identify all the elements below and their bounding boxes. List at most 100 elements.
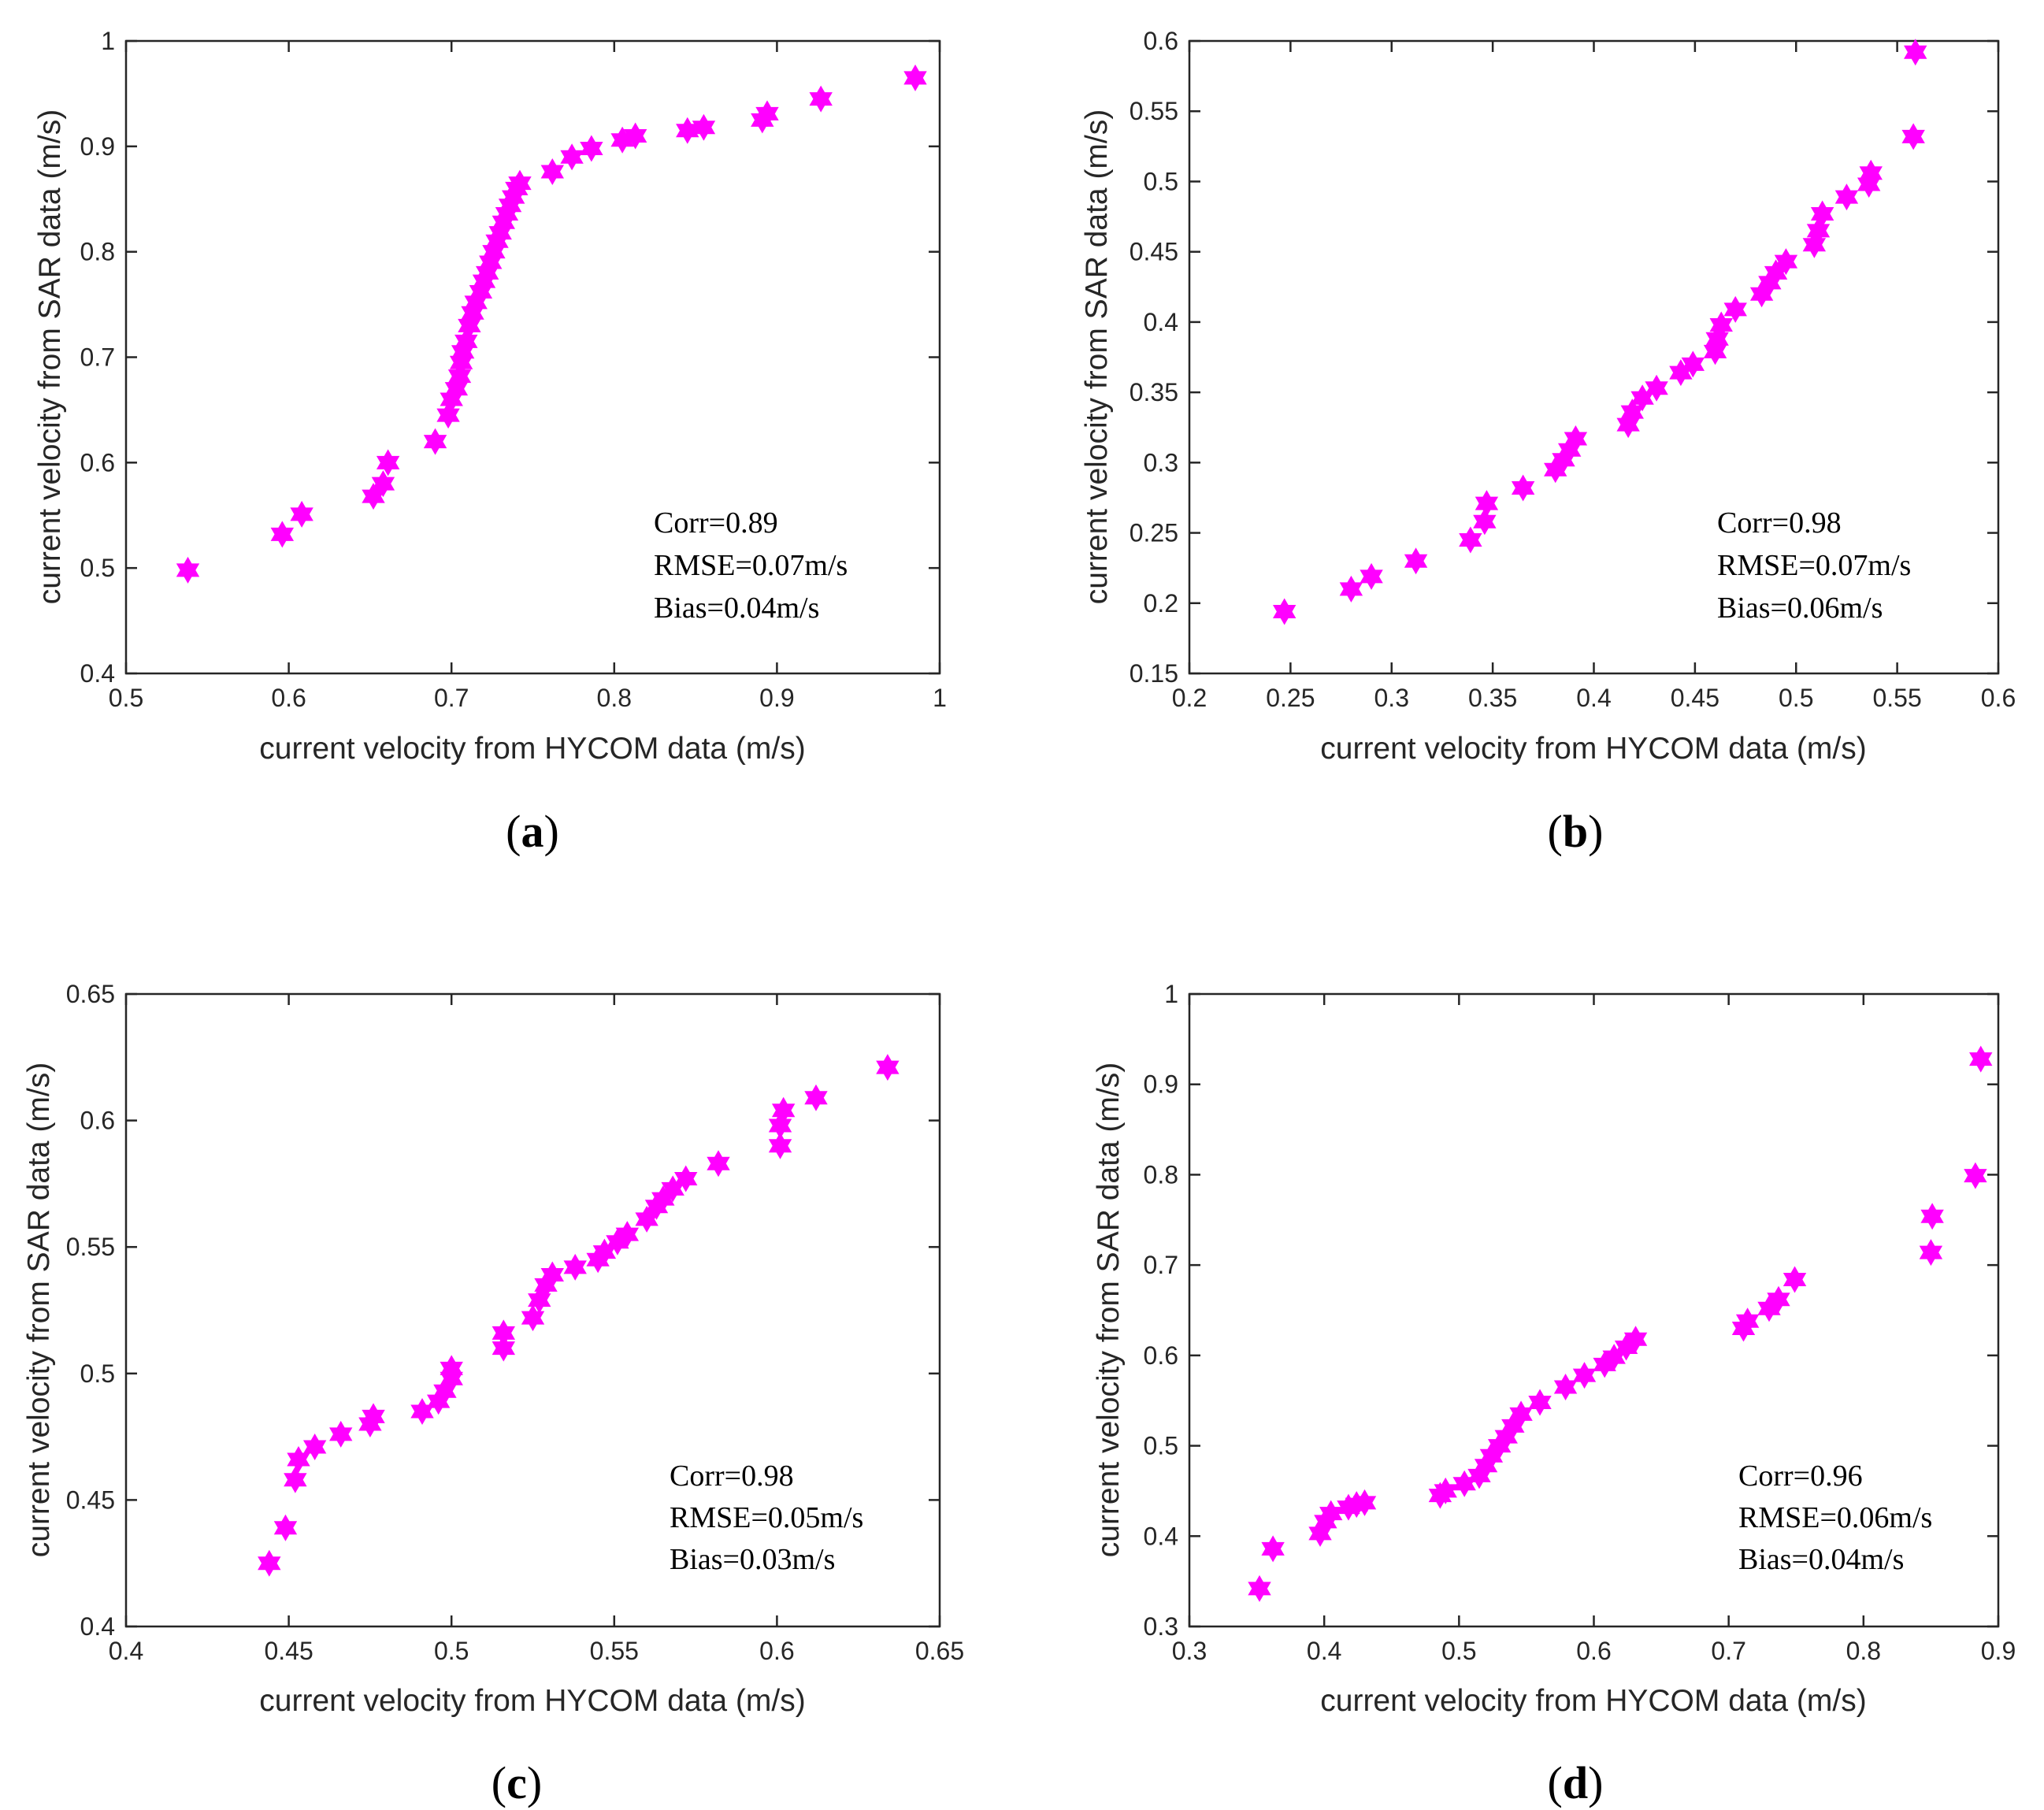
x-tick-label-d: 0.5 [1441, 1637, 1476, 1665]
x-tick-label-d: 0.9 [1981, 1637, 2016, 1665]
panel-label-b: (b) [1548, 806, 1604, 857]
x-tick-label-b: 0.25 [1266, 684, 1315, 712]
panel-letter-c: c [506, 1757, 527, 1808]
y-tick-label-d: 0.8 [1144, 1160, 1178, 1189]
data-point-b [1904, 39, 1927, 66]
y-axis-label-b: current velocity from SAR data (m/s) [1080, 109, 1114, 605]
panel-label-d: (d) [1548, 1757, 1604, 1808]
y-tick-label-d: 0.5 [1144, 1432, 1178, 1460]
panel-letter-d: d [1563, 1757, 1588, 1808]
annotation-bias-c: Bias=0.03m/s [670, 1543, 835, 1576]
y-tick-label-d: 0.3 [1144, 1612, 1178, 1641]
y-tick-labels-c: 0.4 0.45 0.5 0.55 0.6 0.65 [66, 980, 115, 1641]
data-point-a [560, 143, 584, 171]
data-point-c [329, 1420, 353, 1448]
data-point-c [876, 1054, 900, 1081]
y-tick-label-d: 0.7 [1144, 1251, 1178, 1279]
x-tick-label-a: 0.9 [759, 684, 794, 712]
data-point-c [284, 1466, 307, 1493]
x-tick-labels-d: 0.3 0.4 0.5 0.6 0.7 0.8 0.9 [1172, 1637, 2016, 1665]
y-tick-label-b: 0.15 [1130, 659, 1178, 688]
y-tick-label-d: 1 [1164, 980, 1178, 1008]
y-axis-label-d: current velocity from SAR data (m/s) [1092, 1063, 1126, 1558]
annotation-rmse-c: RMSE=0.05m/s [670, 1501, 863, 1534]
y-tick-label-b: 0.3 [1144, 448, 1178, 477]
x-tick-label-c: 0.5 [434, 1637, 469, 1665]
x-tick-label-b: 0.3 [1374, 684, 1409, 712]
data-point-b [1459, 526, 1482, 554]
annotation-rmse-d: RMSE=0.06m/s [1738, 1501, 1932, 1534]
data-point-a [270, 521, 295, 548]
tick-marks-d [1188, 992, 2000, 1628]
data-point-a [376, 449, 400, 477]
data-point-b [1475, 490, 1499, 517]
x-axis-label-d: current velocity from HYCOM data (m/s) [1320, 1684, 1866, 1718]
x-tick-label-b: 0.55 [1872, 684, 1921, 712]
data-point-d [1919, 1239, 1943, 1267]
y-tick-label-a: 0.9 [80, 132, 115, 161]
x-tick-label-b: 0.6 [1981, 684, 2016, 712]
x-tick-label-b: 0.5 [1779, 684, 1813, 712]
y-tick-label-b: 0.25 [1130, 519, 1178, 547]
y-tick-label-c: 0.5 [80, 1359, 115, 1388]
annotation-rmse-a: RMSE=0.07m/s [654, 549, 848, 582]
y-tick-label-c: 0.6 [80, 1107, 115, 1135]
y-tick-label-d: 0.9 [1144, 1070, 1178, 1099]
y-tick-label-b: 0.2 [1144, 589, 1178, 618]
x-tick-label-b: 0.4 [1576, 684, 1611, 712]
y-tick-label-b: 0.5 [1144, 167, 1178, 195]
data-point-b [1834, 184, 1859, 211]
y-tick-label-d: 0.4 [1144, 1522, 1178, 1550]
y-axis-label-a: current velocity from SAR data (m/s) [33, 109, 67, 605]
x-axis-label-b: current velocity from HYCOM data (m/s) [1320, 732, 1866, 766]
y-tick-label-b: 0.4 [1144, 308, 1178, 336]
panel-c: 0.4 0.45 0.5 0.55 0.6 0.65 0.40.450.50.550.60… [22, 980, 964, 1808]
x-tick-label-c: 0.65 [915, 1637, 964, 1665]
x-tick-label-d: 0.3 [1172, 1637, 1207, 1665]
x-tick-label-d: 0.4 [1307, 1637, 1341, 1665]
panel-label-a: (a) [506, 806, 559, 857]
data-point-c [258, 1549, 281, 1577]
y-tick-label-c: 0.4 [80, 1612, 115, 1641]
panel-letter-b: b [1563, 806, 1588, 857]
x-tick-labels-a: 0.5 0.6 0.7 0.8 0.9 1 [109, 684, 947, 712]
y-tick-label-d: 0.6 [1144, 1341, 1178, 1370]
y-tick-label-a: 0.4 [80, 659, 115, 688]
data-point-a [809, 85, 833, 113]
panel-letter-a: a [521, 806, 544, 857]
panel-a: 0.5 0.6 0.7 0.8 0.9 1 0.40.50.60.70.80.91 Cor… [33, 27, 947, 857]
data-point-b [1810, 200, 1834, 228]
x-tick-label-b: 0.35 [1468, 684, 1517, 712]
data-point-a [423, 428, 447, 455]
data-point-a [580, 135, 603, 162]
data-point-a [903, 64, 927, 91]
panel-d: 0.3 0.4 0.5 0.6 0.7 0.8 0.9 0.3 0.4 0.5 0.6 0.7 0.8… [1092, 980, 2016, 1808]
x-tick-label-d: 0.7 [1711, 1637, 1745, 1665]
x-tick-labels-b: 0.2 0.25 0.3 0.35 0.4 0.45 0.5 0.55 0.6 [1172, 684, 2016, 712]
data-point-d [1528, 1389, 1552, 1416]
data-point-b [1339, 575, 1363, 603]
annotation-bias-a: Bias=0.04m/s [654, 592, 819, 625]
x-axis-label-a: current velocity from HYCOM data (m/s) [259, 732, 805, 766]
data-point-b [1404, 547, 1428, 575]
annotation-bias-b: Bias=0.06m/s [1717, 592, 1883, 625]
y-tick-label-c: 0.45 [66, 1485, 115, 1514]
y-tick-label-b: 0.35 [1130, 378, 1178, 406]
scatter-points-c [258, 1054, 900, 1577]
annotation-corr-b: Corr=0.98 [1717, 506, 1842, 540]
x-tick-label-d: 0.6 [1576, 1637, 1611, 1665]
data-point-d [1572, 1362, 1597, 1389]
y-tick-label-b: 0.6 [1144, 27, 1178, 55]
x-tick-label-a: 0.7 [434, 684, 469, 712]
data-point-b [1360, 562, 1383, 590]
data-point-c [707, 1150, 730, 1178]
y-axis-label-c: current velocity from SAR data (m/s) [22, 1063, 56, 1558]
data-point-a [176, 556, 200, 584]
y-tick-label-a: 0.8 [80, 238, 115, 266]
data-point-a [290, 500, 313, 528]
x-tick-label-b: 0.2 [1172, 684, 1207, 712]
data-point-c [563, 1253, 587, 1281]
annotation-corr-c: Corr=0.98 [670, 1459, 794, 1493]
tick-marks-c [124, 992, 941, 1628]
